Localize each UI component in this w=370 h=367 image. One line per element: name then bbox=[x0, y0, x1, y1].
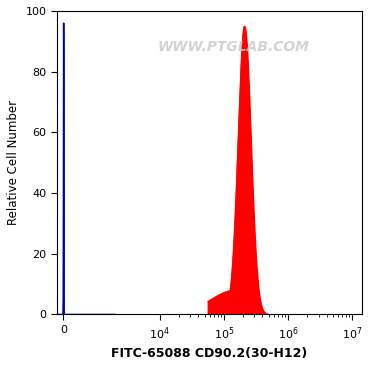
X-axis label: FITC-65088 CD90.2(30-H12): FITC-65088 CD90.2(30-H12) bbox=[111, 347, 307, 360]
Y-axis label: Relative Cell Number: Relative Cell Number bbox=[7, 100, 20, 225]
Text: WWW.PTGLAB.COM: WWW.PTGLAB.COM bbox=[158, 40, 310, 54]
